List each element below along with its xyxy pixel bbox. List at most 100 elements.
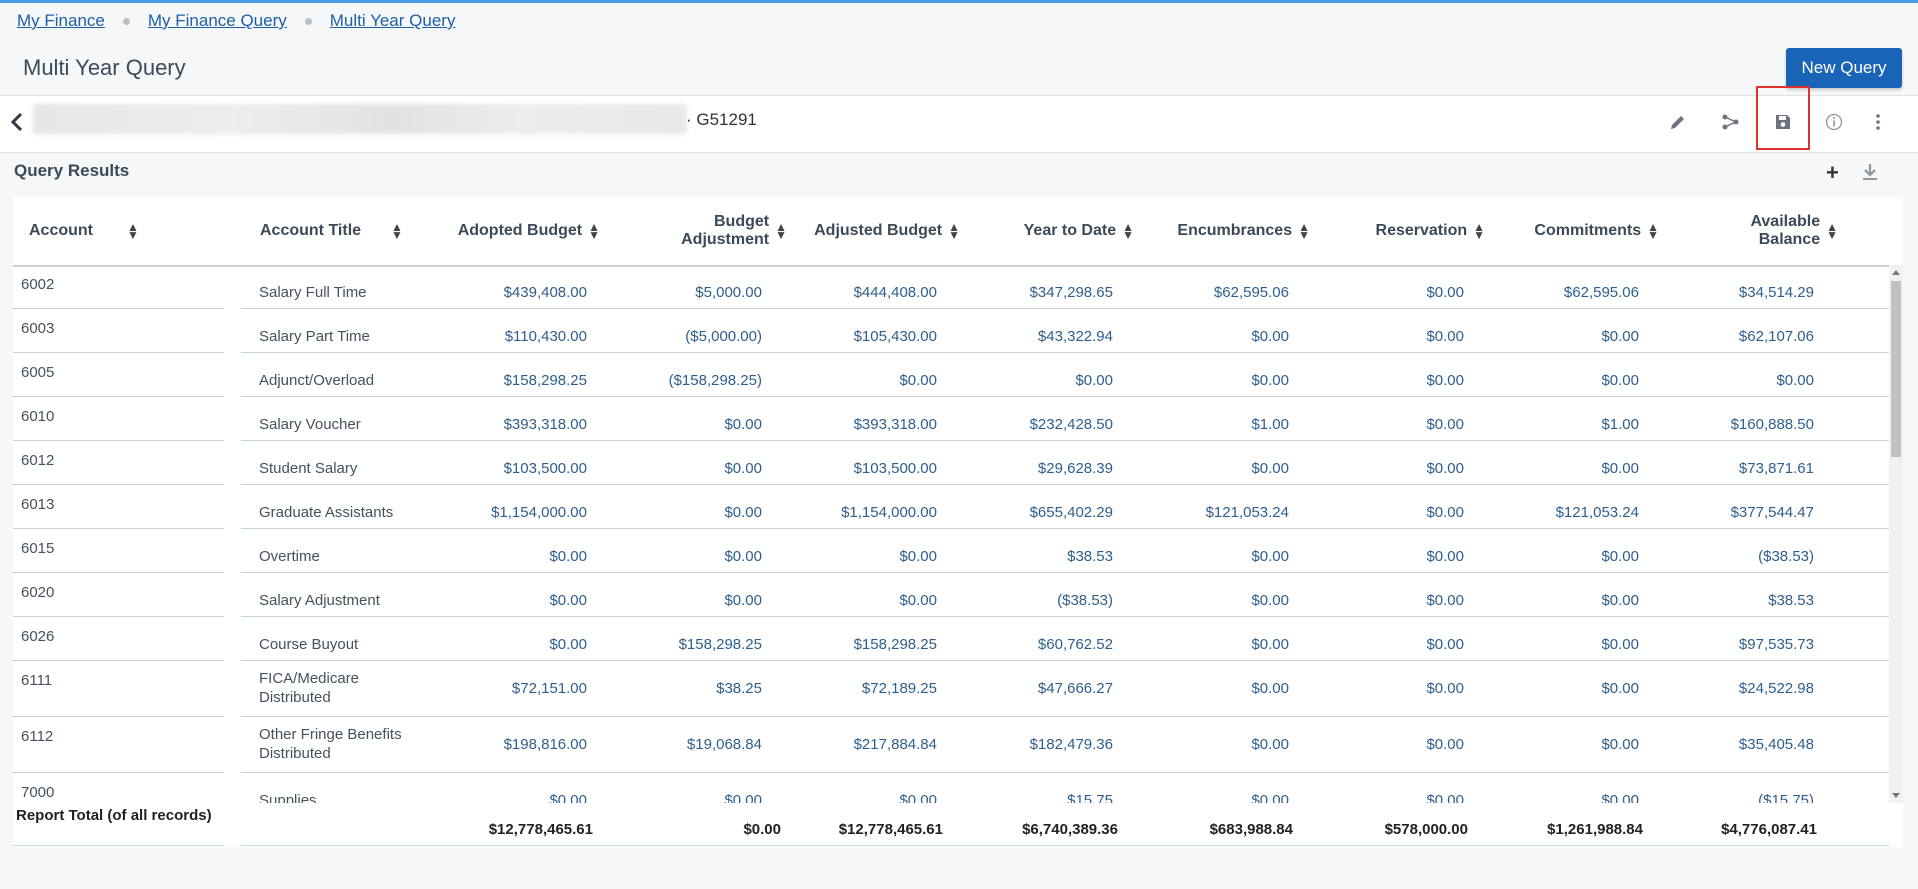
account-cell[interactable]: 6005 bbox=[21, 364, 55, 381]
encumbrances-cell[interactable]: $0.00 bbox=[1251, 592, 1289, 609]
adjustment-cell[interactable]: $38.25 bbox=[716, 680, 762, 697]
available-cell[interactable]: ($38.53) bbox=[1758, 548, 1814, 565]
adjusted-cell[interactable]: $0.00 bbox=[899, 548, 937, 565]
column-header-account-title[interactable]: Account Title ▲ ▼ bbox=[260, 197, 420, 265]
adjusted-cell[interactable]: $105,430.00 bbox=[853, 328, 937, 345]
encumbrances-cell[interactable]: $0.00 bbox=[1251, 680, 1289, 697]
table-row[interactable]: 6026 Course Buyout $0.00 $158,298.25 $158,29… bbox=[13, 617, 1889, 661]
adopted-cell[interactable]: $103,500.00 bbox=[503, 460, 587, 477]
table-row[interactable]: 6003 Salary Part Time $110,430.00 ($5,000.0… bbox=[13, 309, 1889, 353]
reservation-cell[interactable]: $0.00 bbox=[1426, 284, 1464, 301]
breadcrumb-my-finance[interactable]: My Finance bbox=[17, 11, 105, 30]
account-cell[interactable]: 6013 bbox=[21, 496, 55, 513]
adjustment-cell[interactable]: $0.00 bbox=[724, 416, 762, 433]
account-cell[interactable]: 6015 bbox=[21, 540, 55, 557]
adjusted-cell[interactable]: $158,298.25 bbox=[853, 636, 937, 653]
sort-icon[interactable]: ▲ ▼ bbox=[1473, 220, 1485, 242]
encumbrances-cell[interactable]: $0.00 bbox=[1251, 736, 1289, 753]
reservation-cell[interactable]: $0.00 bbox=[1426, 680, 1464, 697]
ytd-cell[interactable]: $0.00 bbox=[1075, 372, 1113, 389]
column-header-encumbrances[interactable]: Encumbrances ▲ ▼ bbox=[1133, 197, 1310, 265]
table-row[interactable]: 6112 Other Fringe Benefits Distributed $19… bbox=[13, 717, 1889, 773]
table-row[interactable]: 7000 Supplies $0.00 $0.00 $0.00 $15.75 $0.00 $0… bbox=[13, 773, 1889, 803]
info-icon[interactable] bbox=[1820, 108, 1848, 136]
available-cell[interactable]: $377,544.47 bbox=[1730, 504, 1814, 521]
account-cell[interactable]: 6020 bbox=[21, 584, 55, 601]
commitments-cell[interactable]: $1.00 bbox=[1601, 416, 1639, 433]
encumbrances-cell[interactable]: $0.00 bbox=[1251, 636, 1289, 653]
ytd-cell[interactable]: $38.53 bbox=[1067, 548, 1113, 565]
table-row[interactable]: 6015 Overtime $0.00 $0.00 $0.00 $38.53 $0.00 $0… bbox=[13, 529, 1889, 573]
adjusted-cell[interactable]: $103,500.00 bbox=[853, 460, 937, 477]
table-row[interactable]: 6002 Salary Full Time $439,408.00 $5,000.00… bbox=[13, 265, 1889, 309]
ytd-cell[interactable]: $182,479.36 bbox=[1029, 736, 1113, 753]
sort-icon[interactable]: ▲ ▼ bbox=[391, 220, 403, 242]
adjustment-cell[interactable]: $0.00 bbox=[724, 460, 762, 477]
available-cell[interactable]: $0.00 bbox=[1776, 372, 1814, 389]
adjustment-cell[interactable]: $0.00 bbox=[724, 792, 762, 803]
ytd-cell[interactable]: ($38.53) bbox=[1057, 592, 1113, 609]
commitments-cell[interactable]: $0.00 bbox=[1601, 680, 1639, 697]
adopted-cell[interactable]: $158,298.25 bbox=[503, 372, 587, 389]
table-row[interactable]: 6012 Student Salary $103,500.00 $0.00 $103,5… bbox=[13, 441, 1889, 485]
adjusted-cell[interactable]: $0.00 bbox=[899, 792, 937, 803]
column-header-adjusted-budget[interactable]: Adjusted Budget ▲ ▼ bbox=[773, 197, 960, 265]
sort-icon[interactable]: ▲ ▼ bbox=[588, 220, 600, 242]
encumbrances-cell[interactable]: $121,053.24 bbox=[1205, 504, 1289, 521]
table-row[interactable]: 6010 Salary Voucher $393,318.00 $0.00 $393,3… bbox=[13, 397, 1889, 441]
ytd-cell[interactable]: $232,428.50 bbox=[1029, 416, 1113, 433]
adopted-cell[interactable]: $393,318.00 bbox=[503, 416, 587, 433]
available-cell[interactable]: $24,522.98 bbox=[1738, 680, 1814, 697]
account-cell[interactable]: 6002 bbox=[21, 276, 55, 293]
commitments-cell[interactable]: $0.00 bbox=[1601, 328, 1639, 345]
adjustment-cell[interactable]: $158,298.25 bbox=[678, 636, 762, 653]
column-header-commitments[interactable]: Commitments ▲ ▼ bbox=[1483, 197, 1659, 265]
sort-icon[interactable]: ▲ ▼ bbox=[1122, 220, 1134, 242]
reservation-cell[interactable]: $0.00 bbox=[1426, 792, 1464, 803]
sort-icon[interactable]: ▲ ▼ bbox=[127, 220, 139, 242]
ytd-cell[interactable]: $47,666.27 bbox=[1037, 680, 1113, 697]
account-cell[interactable]: 6012 bbox=[21, 452, 55, 469]
adjusted-cell[interactable]: $217,884.84 bbox=[853, 736, 937, 753]
encumbrances-cell[interactable]: $0.00 bbox=[1251, 372, 1289, 389]
table-row[interactable]: 6013 Graduate Assistants $1,154,000.00 $0.0… bbox=[13, 485, 1889, 529]
adjustment-cell[interactable]: $0.00 bbox=[724, 548, 762, 565]
adjusted-cell[interactable]: $1,154,000.00 bbox=[841, 504, 937, 521]
available-cell[interactable]: ($15.75) bbox=[1758, 792, 1814, 803]
encumbrances-cell[interactable]: $0.00 bbox=[1251, 548, 1289, 565]
account-cell[interactable]: 6026 bbox=[21, 628, 55, 645]
commitments-cell[interactable]: $0.00 bbox=[1601, 548, 1639, 565]
encumbrances-cell[interactable]: $0.00 bbox=[1251, 328, 1289, 345]
commitments-cell[interactable]: $0.00 bbox=[1601, 460, 1639, 477]
commitments-cell[interactable]: $121,053.24 bbox=[1555, 504, 1639, 521]
available-cell[interactable]: $35,405.48 bbox=[1738, 736, 1814, 753]
ytd-cell[interactable]: $29,628.39 bbox=[1037, 460, 1113, 477]
scroll-up-icon[interactable] bbox=[1892, 270, 1900, 275]
encumbrances-cell[interactable]: $0.00 bbox=[1251, 792, 1289, 803]
column-header-reservation[interactable]: Reservation ▲ ▼ bbox=[1313, 197, 1485, 265]
sort-icon[interactable]: ▲ ▼ bbox=[775, 220, 787, 242]
available-cell[interactable]: $73,871.61 bbox=[1738, 460, 1814, 477]
adjusted-cell[interactable]: $72,189.25 bbox=[861, 680, 937, 697]
more-vertical-icon[interactable] bbox=[1864, 108, 1892, 136]
plus-icon[interactable]: + bbox=[1826, 160, 1839, 185]
column-header-available-balance[interactable]: Available Balance ▲ ▼ bbox=[1703, 197, 1838, 265]
account-cell[interactable]: 6003 bbox=[21, 320, 55, 337]
adjustment-cell[interactable]: $0.00 bbox=[724, 504, 762, 521]
ytd-cell[interactable]: $655,402.29 bbox=[1029, 504, 1113, 521]
new-query-button[interactable]: New Query bbox=[1786, 48, 1902, 88]
adjusted-cell[interactable]: $393,318.00 bbox=[853, 416, 937, 433]
adopted-cell[interactable]: $198,816.00 bbox=[503, 736, 587, 753]
adopted-cell[interactable]: $110,430.00 bbox=[504, 328, 587, 345]
reservation-cell[interactable]: $0.00 bbox=[1426, 328, 1464, 345]
sort-icon[interactable]: ▲ ▼ bbox=[1647, 220, 1659, 242]
scroll-down-icon[interactable] bbox=[1892, 793, 1900, 798]
adjustment-cell[interactable]: ($5,000.00) bbox=[685, 328, 762, 345]
reservation-cell[interactable]: $0.00 bbox=[1426, 460, 1464, 477]
column-header-budget-adjustment[interactable]: Budget Adjustment ▲ ▼ bbox=[633, 197, 787, 265]
commitments-cell[interactable]: $0.00 bbox=[1601, 372, 1639, 389]
ytd-cell[interactable]: $43,322.94 bbox=[1037, 328, 1113, 345]
reservation-cell[interactable]: $0.00 bbox=[1426, 736, 1464, 753]
sort-icon[interactable]: ▲ ▼ bbox=[1826, 220, 1838, 242]
available-cell[interactable]: $38.53 bbox=[1768, 592, 1814, 609]
